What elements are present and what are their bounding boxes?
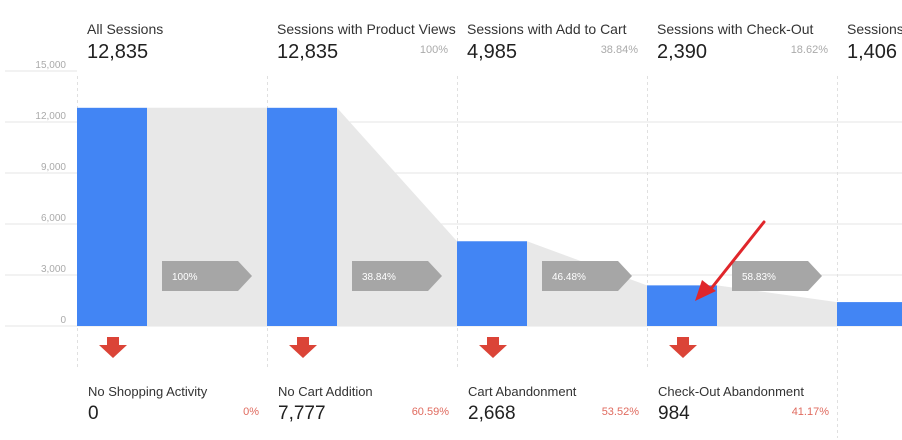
abandonment-title: Cart Abandonment bbox=[468, 384, 577, 399]
conversion-arrow-shape bbox=[542, 261, 632, 291]
annotation-arrow-head bbox=[695, 280, 716, 301]
abandonment-box: Check-Out Abandonment 984 41.17% bbox=[647, 368, 837, 438]
conversion-arrow: 100% bbox=[162, 261, 252, 291]
drop-off-arrow bbox=[479, 337, 507, 358]
funnel-bar bbox=[267, 107, 337, 327]
abandonment-title: Check-Out Abandonment bbox=[658, 384, 804, 399]
drop-off-arrow bbox=[289, 337, 317, 358]
stage-percent: 38.84% bbox=[600, 44, 638, 56]
abandonment-box: No Shopping Activity 0 0% bbox=[77, 368, 267, 438]
stage-value: 12,835 bbox=[277, 41, 339, 63]
stage-value: 12,835 bbox=[87, 41, 149, 63]
stage-title: All Sessions bbox=[87, 21, 164, 37]
flow-band bbox=[717, 285, 837, 326]
conversion-rate-label: 38.84% bbox=[362, 272, 396, 283]
abandonment-box: Cart Abandonment 2,668 53.52% bbox=[457, 368, 647, 438]
conversion-arrow: 38.84% bbox=[352, 261, 442, 291]
stage-title: Sessions with Product Views bbox=[277, 21, 456, 37]
funnel-bar bbox=[837, 302, 902, 326]
stage-header: Sessions 1,406 bbox=[837, 6, 902, 74]
abandonment-value: 2,668 bbox=[468, 403, 516, 424]
abandonment-value: 7,777 bbox=[278, 403, 326, 424]
conversion-arrow: 46.48% bbox=[542, 261, 632, 291]
stage-header: All Sessions 12,835 bbox=[77, 6, 267, 74]
stage-title: Sessions bbox=[847, 21, 902, 37]
abandonment-box: No Cart Addition 7,777 60.59% bbox=[267, 368, 457, 438]
conversion-rate-label: 58.83% bbox=[742, 272, 776, 283]
conversion-arrow-shape bbox=[352, 261, 442, 291]
abandonment-percent: 41.17% bbox=[791, 406, 829, 418]
abandonment-percent: 53.52% bbox=[601, 406, 639, 418]
abandonment-title: No Cart Addition bbox=[278, 384, 373, 399]
funnel-bar bbox=[77, 107, 147, 327]
flow-band bbox=[147, 107, 267, 327]
stage-value: 2,390 bbox=[657, 41, 708, 63]
stage-header: Sessions with Product Views 12,835 100% bbox=[267, 6, 457, 74]
abandonment-value: 984 bbox=[658, 403, 690, 424]
stage-title: Sessions with Add to Cart bbox=[467, 21, 627, 37]
flow-band bbox=[337, 107, 457, 327]
stage-value: 1,406 bbox=[847, 41, 898, 63]
stage-percent: 100% bbox=[419, 44, 448, 56]
conversion-arrow-shape bbox=[732, 261, 822, 291]
conversion-arrow-shape bbox=[162, 261, 252, 291]
abandonment-value: 0 bbox=[88, 403, 99, 424]
abandonment-title: No Shopping Activity bbox=[88, 384, 208, 399]
y-tick-label: 15,000 bbox=[35, 60, 66, 71]
conversion-rate-label: 100% bbox=[172, 272, 198, 283]
stage-title: Sessions with Check-Out bbox=[657, 21, 814, 37]
abandonment-percent: 0% bbox=[243, 406, 259, 418]
abandonment-percent: 60.59% bbox=[411, 406, 449, 418]
stage-percent: 18.62% bbox=[790, 44, 828, 56]
stage-header: Sessions with Check-Out 2,390 18.62% bbox=[647, 6, 837, 74]
conversion-arrow: 58.83% bbox=[732, 261, 822, 291]
conversion-rate-label: 46.48% bbox=[552, 272, 586, 283]
stage-header: Sessions with Add to Cart 4,985 38.84% bbox=[457, 6, 647, 74]
y-tick-label: 12,000 bbox=[35, 111, 66, 122]
y-tick-label: 3,000 bbox=[40, 264, 66, 275]
stage-value: 4,985 bbox=[467, 41, 518, 63]
funnel-bar bbox=[457, 241, 527, 326]
y-tick-label: 6,000 bbox=[40, 213, 66, 224]
drop-off-arrow bbox=[669, 337, 697, 358]
annotation-arrow-shaft bbox=[708, 220, 766, 292]
y-tick-label: 0 bbox=[60, 315, 66, 326]
drop-off-arrow bbox=[99, 337, 127, 358]
y-tick-label: 9,000 bbox=[40, 162, 66, 173]
